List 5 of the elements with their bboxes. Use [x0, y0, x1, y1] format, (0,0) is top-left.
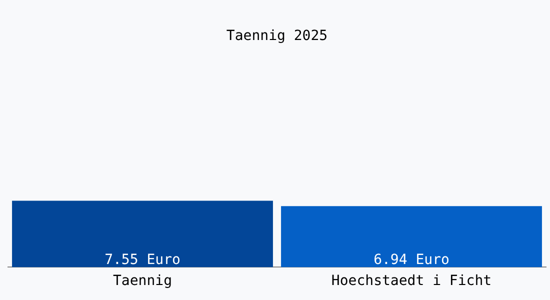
x-tick-label: Taennig	[112, 273, 172, 290]
data-label: 6.94 Euro	[374, 252, 450, 268]
chart-title: Taennig 2025	[226, 28, 328, 44]
data-label: 7.55 Euro	[104, 252, 180, 268]
x-tick-label: Hoechstaedt i Ficht	[331, 273, 492, 290]
